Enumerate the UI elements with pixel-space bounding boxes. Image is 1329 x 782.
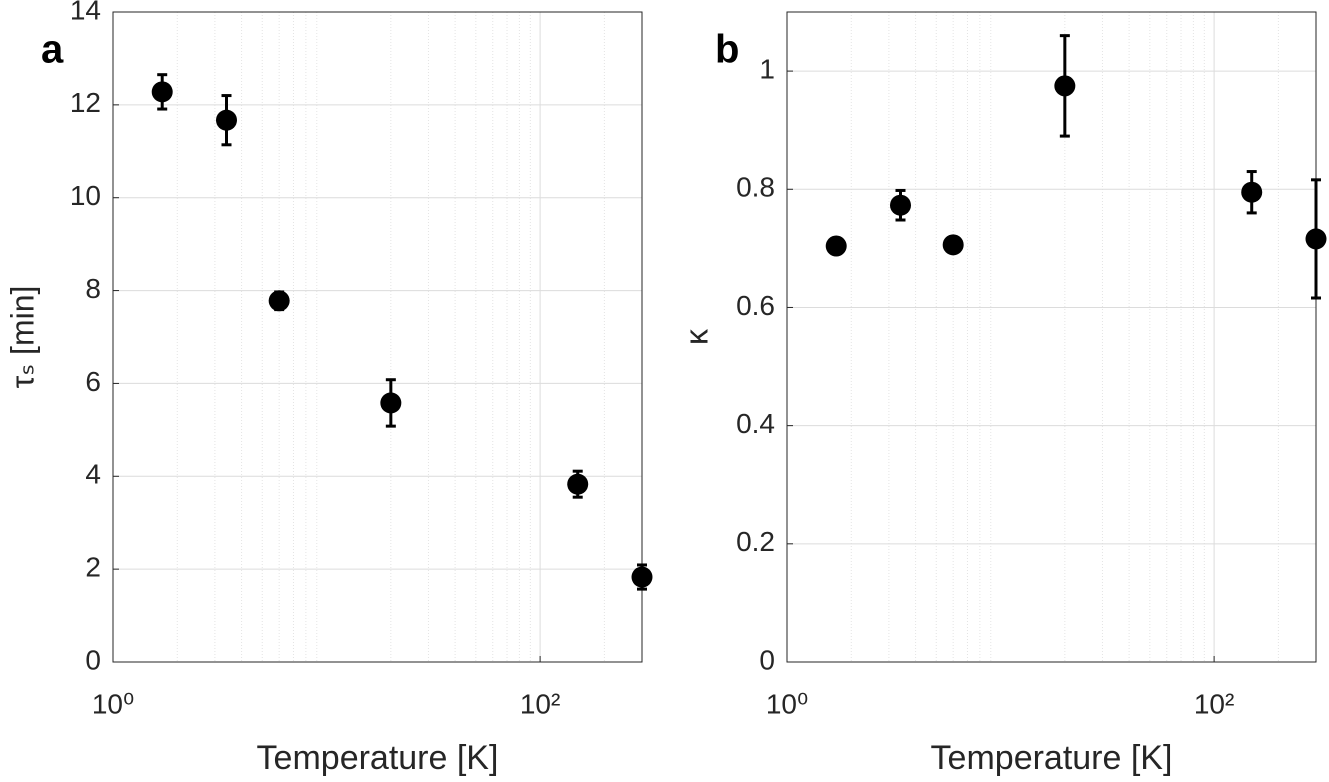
plot-area xyxy=(787,12,1316,662)
data-point xyxy=(889,194,911,216)
y-tick-label: 0 xyxy=(759,644,775,675)
plot-area xyxy=(113,12,642,662)
axes-box xyxy=(786,11,1317,663)
y-tick-label: 1 xyxy=(759,53,775,84)
y-tick-label: 14 xyxy=(70,0,101,25)
x-tick-label: 10² xyxy=(520,688,560,719)
data-point xyxy=(631,566,653,588)
data-point xyxy=(1241,181,1263,203)
y-tick-label: 12 xyxy=(70,87,101,118)
y-tick-label: 0 xyxy=(85,644,101,675)
x-tick-label: 10⁰ xyxy=(766,688,808,719)
y-tick-label: 0.2 xyxy=(736,526,775,557)
y-tick-label: 0.6 xyxy=(736,290,775,321)
x-tick-label: 10⁰ xyxy=(92,688,134,719)
data-point xyxy=(151,81,173,103)
y-tick-label: 6 xyxy=(85,366,101,397)
data-point xyxy=(215,109,237,131)
y-tick-label: 10 xyxy=(70,180,101,211)
data-point xyxy=(1054,75,1076,97)
data-point xyxy=(825,235,847,257)
data-point xyxy=(567,473,589,495)
data-point xyxy=(380,392,402,414)
axes-box xyxy=(112,11,643,663)
x-axis-label: Temperature [K] xyxy=(257,739,499,777)
x-tick-label: 10² xyxy=(1194,688,1234,719)
data-point xyxy=(268,290,290,312)
panel-label: b xyxy=(715,28,739,72)
y-tick-label: 0.4 xyxy=(736,408,775,439)
y-tick-label: 0.8 xyxy=(736,172,775,203)
x-axis-label: Temperature [K] xyxy=(931,739,1173,777)
y-axis-label: κ xyxy=(678,328,714,345)
panel-label: a xyxy=(41,28,64,72)
data-point xyxy=(942,234,964,256)
y-tick-label: 2 xyxy=(85,552,101,583)
data-point xyxy=(1305,228,1327,250)
y-tick-label: 8 xyxy=(85,273,101,304)
y-axis-label: τₛ [min] xyxy=(4,286,40,389)
y-tick-label: 4 xyxy=(85,459,101,490)
